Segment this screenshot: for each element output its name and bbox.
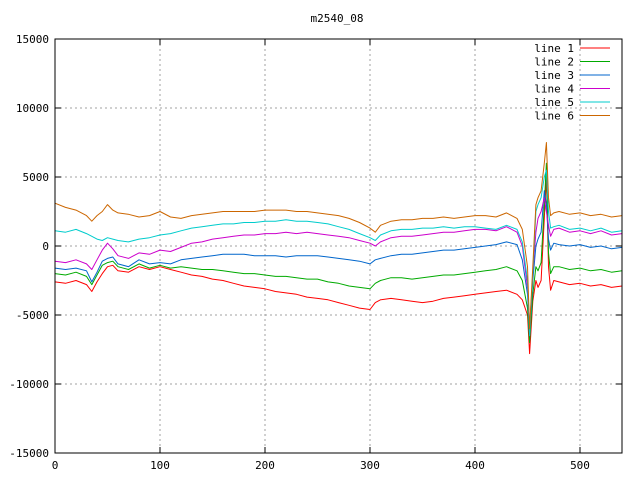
legend-label-4: line 4: [534, 83, 574, 96]
series-line-6: [54, 142, 623, 330]
legend-label-2: line 2: [534, 56, 574, 69]
series-lines: [54, 142, 623, 355]
grid-lines: [55, 39, 622, 453]
x-tick-label: 200: [255, 459, 275, 472]
series-line-2: [54, 162, 623, 344]
y-tick-label: 10000: [16, 102, 49, 115]
y-tick-label: -10000: [9, 378, 49, 391]
y-tick-label: -5000: [16, 309, 49, 322]
series-line-1: [54, 176, 623, 355]
legend-label-5: line 5: [534, 96, 574, 109]
x-tick-label: 0: [52, 459, 59, 472]
x-axis-ticks: 0 100 200 300 400 500: [52, 39, 590, 472]
x-tick-label: 500: [570, 459, 590, 472]
y-tick-label: 5000: [23, 171, 50, 184]
y-tick-label: -15000: [9, 447, 49, 460]
y-tick-label: 0: [42, 240, 49, 253]
legend-label-1: line 1: [534, 42, 574, 55]
chart-title: m2540_08: [311, 12, 364, 25]
x-tick-label: 400: [465, 459, 485, 472]
x-tick-label: 300: [360, 459, 380, 472]
y-axis-ticks: -15000 -10000 -5000 0 5000 10000 15000: [9, 33, 622, 460]
legend-label-3: line 3: [534, 69, 574, 82]
plot-frame: [54, 38, 623, 454]
series-line-4: [54, 197, 623, 330]
series-line-5: [54, 169, 623, 337]
legend-label-6: line 6: [534, 110, 574, 123]
x-tick-label: 100: [150, 459, 170, 472]
y-tick-label: 15000: [16, 33, 49, 46]
series-line-3: [54, 190, 623, 337]
